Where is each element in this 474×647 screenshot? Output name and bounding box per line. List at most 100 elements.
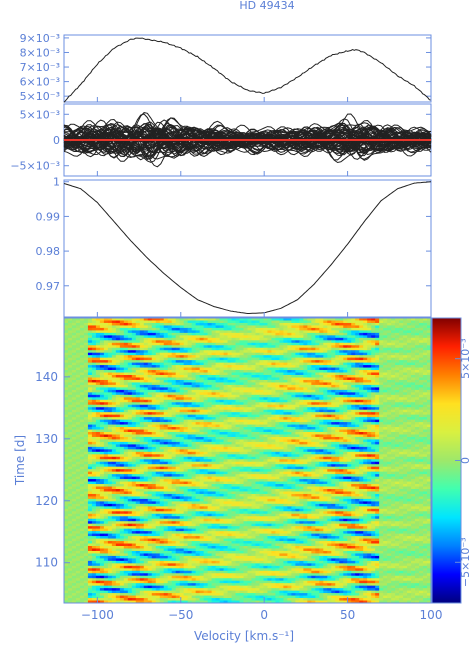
heatmap-cell bbox=[339, 384, 344, 388]
heatmap-cell bbox=[163, 439, 169, 443]
heatmap-cell bbox=[223, 347, 228, 351]
heatmap-row bbox=[64, 402, 432, 406]
heatmap-cell bbox=[103, 327, 109, 331]
heatmap-cell bbox=[403, 370, 408, 373]
heatmap-cell bbox=[187, 389, 193, 393]
heatmap-cell bbox=[343, 432, 348, 435]
heatmap-cell bbox=[383, 394, 388, 398]
heatmap-cell bbox=[171, 436, 177, 440]
heatmap-cell bbox=[371, 444, 376, 448]
heatmap-cell bbox=[275, 345, 280, 349]
heatmap-cell bbox=[291, 375, 296, 378]
heatmap-cell bbox=[95, 377, 101, 381]
heatmap-cell bbox=[279, 370, 284, 373]
heatmap-cell bbox=[303, 399, 308, 403]
heatmap-cell bbox=[347, 362, 352, 366]
heatmap-cell bbox=[411, 350, 416, 354]
heatmap-cell bbox=[191, 330, 197, 334]
heatmap-cell bbox=[243, 434, 248, 438]
heatmap-cell bbox=[239, 335, 244, 339]
heatmap-cell bbox=[259, 397, 264, 401]
heatmap-cell bbox=[303, 352, 308, 356]
heatmap-cell bbox=[239, 444, 244, 448]
heatmap-cell bbox=[335, 382, 340, 386]
heatmap-cell bbox=[347, 402, 352, 406]
heatmap-cell bbox=[119, 377, 125, 381]
heatmap-cell bbox=[259, 402, 264, 406]
heatmap-cell bbox=[219, 409, 224, 413]
heatmap-cell bbox=[311, 422, 316, 425]
heatmap-cell bbox=[219, 397, 224, 401]
heatmap-cell bbox=[239, 441, 244, 445]
heatmap-cell bbox=[143, 422, 149, 425]
heatmap-cell bbox=[243, 367, 248, 371]
heatmap-cell bbox=[83, 384, 89, 388]
heatmap-cell bbox=[87, 347, 93, 351]
heatmap-cell bbox=[67, 320, 73, 324]
heatmap-cell bbox=[375, 394, 380, 398]
heatmap-cell bbox=[64, 365, 69, 368]
heatmap-cell bbox=[239, 439, 244, 443]
heatmap-cell bbox=[147, 446, 153, 450]
heatmap-cell bbox=[399, 342, 404, 346]
heatmap-cell bbox=[87, 382, 93, 386]
heatmap-cell bbox=[391, 340, 396, 344]
heatmap-cell bbox=[315, 327, 320, 331]
heatmap-cell bbox=[119, 397, 125, 401]
heatmap-cell bbox=[199, 417, 205, 421]
heatmap-cell bbox=[427, 320, 432, 324]
heatmap-cell bbox=[427, 409, 432, 413]
heatmap-cell bbox=[415, 441, 420, 445]
heatmap-cell bbox=[223, 407, 228, 411]
heatmap-cell bbox=[247, 340, 252, 344]
heatmap-cell bbox=[187, 404, 193, 408]
heatmap-cell bbox=[239, 407, 244, 411]
heatmap-cell bbox=[215, 392, 220, 396]
heatmap-cell bbox=[279, 335, 284, 339]
heatmap-cell bbox=[235, 345, 240, 349]
heatmap-cell bbox=[167, 377, 173, 381]
heatmap-cell bbox=[183, 335, 189, 339]
heatmap-cell bbox=[307, 441, 312, 445]
heatmap-cell bbox=[399, 367, 404, 371]
heatmap-cell bbox=[99, 434, 105, 438]
heatmap-cell bbox=[207, 429, 212, 433]
heatmap-cell bbox=[167, 350, 173, 354]
heatmap-cell bbox=[395, 424, 400, 428]
heatmap-cell bbox=[183, 412, 189, 416]
heatmap-cell bbox=[231, 318, 236, 321]
heatmap-cell bbox=[107, 441, 113, 445]
heatmap-cell bbox=[107, 397, 113, 401]
heatmap-cell bbox=[163, 427, 169, 430]
heatmap-cell bbox=[335, 357, 340, 361]
heatmap-cell bbox=[259, 337, 264, 341]
heatmap-cell bbox=[163, 355, 169, 359]
heatmap-cell bbox=[219, 417, 224, 421]
heatmap-cell bbox=[415, 436, 420, 440]
heatmap-cell bbox=[379, 375, 384, 378]
heatmap-cell bbox=[127, 444, 133, 448]
heatmap-cell bbox=[343, 422, 348, 425]
heatmap-cell bbox=[355, 412, 360, 416]
heatmap-cell bbox=[303, 342, 308, 346]
heatmap-cell bbox=[279, 384, 284, 388]
heatmap-cell bbox=[367, 325, 372, 329]
heatmap-cell bbox=[343, 424, 348, 428]
heatmap-cell bbox=[219, 444, 224, 448]
heatmap-cell bbox=[155, 389, 161, 393]
heatmap-cell bbox=[195, 355, 201, 359]
heatmap-cell bbox=[75, 424, 81, 428]
heatmap-cell bbox=[127, 439, 133, 443]
heatmap-cell bbox=[243, 335, 248, 339]
heatmap-cell bbox=[387, 392, 392, 396]
heatmap-cell bbox=[187, 412, 193, 416]
heatmap-cell bbox=[211, 337, 216, 341]
heatmap-cell bbox=[319, 414, 324, 418]
heatmap-cell bbox=[151, 332, 157, 336]
heatmap-cell bbox=[99, 327, 105, 331]
heatmap-cell bbox=[103, 365, 109, 368]
heatmap-cell bbox=[395, 372, 400, 376]
heatmap-cell bbox=[295, 352, 300, 356]
heatmap-cell bbox=[251, 407, 256, 411]
heatmap-cell bbox=[167, 357, 173, 361]
